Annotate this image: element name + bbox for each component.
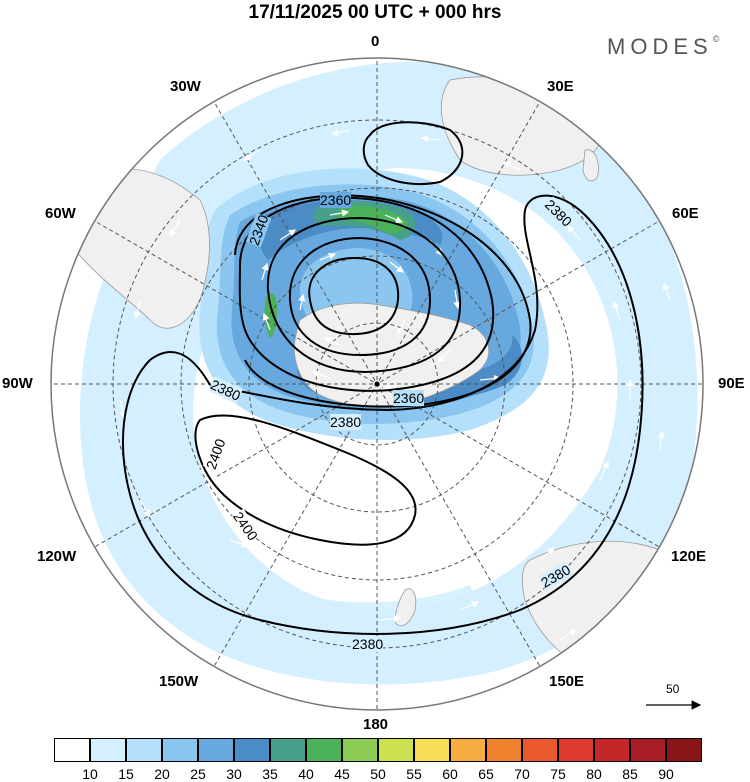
- contour-2340b: [266, 216, 462, 374]
- legend-tick-label: 10: [82, 766, 98, 782]
- lon-label-120e: 120E: [671, 548, 707, 565]
- legend-swatch: [522, 738, 558, 762]
- lon-label-90w: 90W: [2, 375, 33, 392]
- lon-label-0: 0: [371, 33, 380, 50]
- legend-tick-label: 55: [406, 766, 422, 782]
- brand-text: MODES: [607, 34, 713, 59]
- legend-swatch: [162, 738, 198, 762]
- map-border: [50, 57, 704, 711]
- lon-label-90e: 90E: [718, 375, 745, 392]
- contour-label-2360-bottom: 2360: [393, 390, 425, 406]
- contour-label-2360-top: 2360: [320, 192, 352, 208]
- legend-swatch: [630, 738, 666, 762]
- contour-2380: [122, 194, 644, 635]
- legend-tick-label: 80: [586, 766, 602, 782]
- legend-tick-label: 75: [550, 766, 566, 782]
- lon-label-60e: 60E: [672, 205, 699, 222]
- legend-tick-label: 65: [478, 766, 494, 782]
- legend-tick-label: 40: [298, 766, 314, 782]
- legend-swatch: [270, 738, 306, 762]
- legend-tick-label: 35: [262, 766, 278, 782]
- legend-swatch: [486, 738, 522, 762]
- contour-2340: [288, 236, 432, 357]
- lon-label-150e: 150E: [549, 673, 585, 690]
- wind-band-45b: [264, 293, 278, 338]
- legend-swatch: [450, 738, 486, 762]
- lon-label-150w: 150W: [159, 673, 199, 690]
- map-title: 17/11/2025 00 UTC + 000 hrs: [248, 2, 502, 23]
- legend-swatch: [666, 738, 702, 762]
- legend-swatch: [234, 738, 270, 762]
- legend-tick-label: 20: [154, 766, 170, 782]
- contour-label-2380-pole: 2380: [330, 414, 362, 430]
- land-antarctica: [294, 302, 489, 408]
- legend-tick-label: 90: [658, 766, 674, 782]
- legend-swatch: [126, 738, 162, 762]
- color-legend: [54, 738, 702, 764]
- contour-2380-loop: [362, 121, 464, 186]
- pole-marker: [374, 381, 380, 387]
- contour-2360-outer: [234, 194, 532, 408]
- legend-tick-label: 25: [190, 766, 206, 782]
- wind-band-15-south: [148, 470, 480, 638]
- land-madagascar: [582, 149, 599, 182]
- legend-swatch: [414, 738, 450, 762]
- wind-scale-label: 50: [666, 682, 680, 696]
- lon-label-60w: 60W: [45, 205, 76, 222]
- lon-label-30w: 30W: [170, 78, 201, 95]
- legend-swatch: [198, 738, 234, 762]
- legend-tick-label: 85: [622, 766, 638, 782]
- contour-2400: [194, 414, 417, 546]
- contour-label-2380-south: 2380: [352, 636, 384, 652]
- legend-tick-label: 60: [442, 766, 458, 782]
- legend-tick-label: 70: [514, 766, 530, 782]
- legend-swatch: [594, 738, 630, 762]
- copyright-mark: ©: [712, 34, 720, 44]
- legend-swatch: [306, 738, 342, 762]
- lon-label-120w: 120W: [37, 548, 77, 565]
- legend-tick-label: 30: [226, 766, 242, 782]
- modes-logo: MODES©: [607, 34, 719, 60]
- lon-label-180: 180: [363, 716, 389, 733]
- legend-swatch: [342, 738, 378, 762]
- legend-tick-label: 50: [370, 766, 386, 782]
- contour-2340-inner: [308, 256, 400, 336]
- lon-label-30e: 30E: [547, 78, 574, 95]
- legend-tick-label: 15: [118, 766, 134, 782]
- legend-swatch: [378, 738, 414, 762]
- legend-swatch: [558, 738, 594, 762]
- legend-swatch: [90, 738, 126, 762]
- legend-tick-label: 45: [334, 766, 350, 782]
- legend-swatch: [54, 738, 90, 762]
